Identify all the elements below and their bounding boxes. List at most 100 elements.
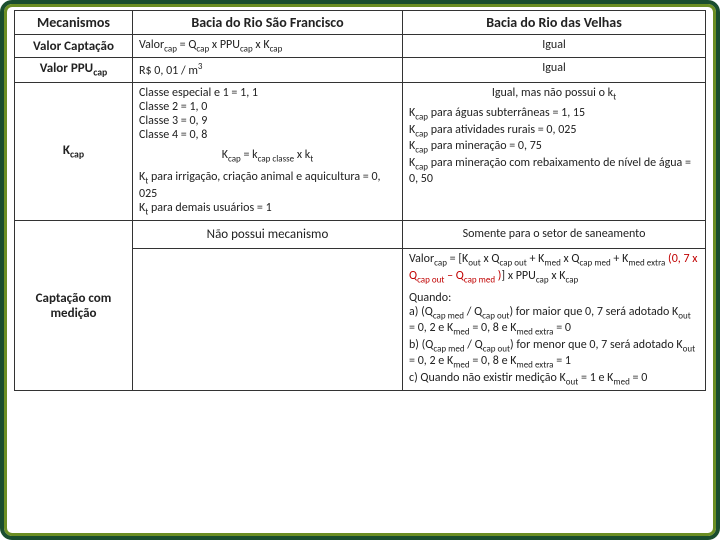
txt: = 1 e K <box>578 371 613 385</box>
velhas-formula: Valorcap = [Kout x Qcap out + Kmed x Qca… <box>409 252 699 285</box>
txt: ) for maior que 0, 7 será adotado K <box>509 305 678 319</box>
sub: cap <box>228 153 241 164</box>
sub: cap <box>415 128 428 139</box>
txt: para mineração = 0, 75 <box>428 139 542 153</box>
quando: Quando: <box>409 291 699 305</box>
sub: med <box>544 258 560 269</box>
sub: cap <box>240 43 253 54</box>
sf-valor-captacao: Valorcap = Qcap x PPUcap x Kcap <box>133 35 403 58</box>
txt: b) (Q <box>409 338 433 352</box>
sub: cap <box>196 43 209 54</box>
row-valor-captacao: Valor Captação Valorcap = Qcap x PPUcap … <box>15 35 706 58</box>
velhas-captacao-med: Valorcap = [Kout x Qcap out + Kmed x Qca… <box>403 249 706 391</box>
txt: x k <box>294 148 310 162</box>
vline1: Kcap para águas subterrâneas = 1, 15 <box>409 106 699 122</box>
txt: K <box>63 143 70 158</box>
sub: cap med <box>464 274 495 285</box>
comparison-table: Mecanismos Bacia do Rio São Francisco Ba… <box>14 10 706 391</box>
sub: out <box>468 258 481 269</box>
txt: Igual, mas não possui o k <box>492 86 613 100</box>
txt: = 0, 8 e K <box>470 354 517 368</box>
sub: cap <box>415 161 428 172</box>
sub: cap med <box>580 258 611 269</box>
txt: para irrigação, criação animal e aquicul… <box>139 170 381 200</box>
line: Classe 4 = 0, 8 <box>139 128 396 142</box>
header-velhas: Bacia do Rio das Velhas <box>403 11 706 35</box>
label-valor-ppu: Valor PPUcap <box>15 58 133 83</box>
sub: cap <box>434 258 447 269</box>
txt: + K <box>611 252 629 266</box>
sub: cap med <box>433 310 464 321</box>
sf-captacao-med-empty <box>133 249 403 391</box>
txt: Valor <box>139 38 164 52</box>
sub: cap out <box>483 343 510 354</box>
sub: out <box>678 310 691 321</box>
sub: med extra <box>628 258 665 269</box>
label-kcap: Kcap <box>15 82 133 220</box>
cond-b: b) (Qcap med / Qcap out) for menor que 0… <box>409 338 699 371</box>
txt: para águas subterrâneas = 1, 15 <box>428 106 585 120</box>
sub: med <box>453 360 469 371</box>
txt: x PPU <box>209 38 240 52</box>
txt: = k <box>241 148 258 162</box>
sf-kcap: Classe especial e 1 = 1, 1 Classe 2 = 1,… <box>133 82 403 220</box>
header-row: Mecanismos Bacia do Rio São Francisco Ba… <box>15 11 706 35</box>
sub: cap out <box>499 258 526 269</box>
sub: cap <box>270 43 283 54</box>
txt: ] x PPU <box>501 269 535 283</box>
row-kcap: Kcap Classe especial e 1 = 1, 1 Classe 2… <box>15 82 706 220</box>
vline4: Kcap para mineração com rebaixamento de … <box>409 156 699 186</box>
sub: cap out <box>482 310 509 321</box>
sub: out <box>566 376 579 387</box>
txt: R$ 0, 01 / m <box>139 64 198 78</box>
txt: + K <box>527 252 545 266</box>
line: Classe 3 = 0, 9 <box>139 114 396 128</box>
row-valor-ppu: Valor PPUcap R$ 0, 01 / m3 Igual <box>15 58 706 83</box>
txt: para demais usuários = 1 <box>148 201 271 215</box>
sub: cap out <box>417 274 444 285</box>
cond-a: a) (Qcap med / Qcap out) for maior que 0… <box>409 305 699 338</box>
txt: = [K <box>447 252 468 266</box>
sub: med extra <box>517 360 554 371</box>
txt: = 0, 2 e K <box>409 321 453 335</box>
sub: cap <box>164 43 177 54</box>
txt: / Q <box>465 338 483 352</box>
txt: Valor PPU <box>40 61 93 76</box>
sub: cap <box>565 274 578 285</box>
sub: t <box>310 153 313 164</box>
txt: = 0 <box>554 321 571 335</box>
row-nao-possui: Captação com medição Não possui mecanism… <box>15 221 706 249</box>
sup: 3 <box>198 61 203 72</box>
velhas-valor-captacao: Igual <box>403 35 706 58</box>
txt: ) for menor que 0, 7 será adotado K <box>510 338 683 352</box>
kcap-formula: Kcap = kcap classe x kt <box>139 148 396 164</box>
cond-c: c) Quando não existir medição Kout = 1 e… <box>409 371 699 387</box>
header-mecanismos: Mecanismos <box>15 11 133 35</box>
sub: cap classe <box>258 153 295 164</box>
sub: med <box>613 376 629 387</box>
header-sao-francisco: Bacia do Rio São Francisco <box>133 11 403 35</box>
velhas-valor-ppu: Igual <box>403 58 706 83</box>
sub: cap <box>415 112 428 123</box>
kt-line2: Kt para demais usuários = 1 <box>139 201 396 217</box>
sub: cap med <box>433 343 464 354</box>
sub: cap <box>536 274 549 285</box>
txt: – Q <box>444 269 463 283</box>
label-valor-captacao: Valor Captação <box>15 35 133 58</box>
line: Classe 2 = 1, 0 <box>139 100 396 114</box>
txt: = 1 <box>554 354 571 368</box>
sub: cap <box>415 145 428 156</box>
vline3: Kcap para mineração = 0, 75 <box>409 139 699 155</box>
txt: Valor <box>409 252 434 266</box>
txt: = Q <box>177 38 196 52</box>
sf-valor-ppu: R$ 0, 01 / m3 <box>133 58 403 83</box>
txt: a) (Q <box>409 305 433 319</box>
line: Classe especial e 1 = 1, 1 <box>139 86 396 100</box>
txt: para atividades rurais = 0, 025 <box>428 123 576 137</box>
txt: x K <box>549 269 566 283</box>
content-area: Mecanismos Bacia do Rio São Francisco Ba… <box>14 10 706 530</box>
txt: x K <box>253 38 270 52</box>
txt: para mineração com rebaixamento de nível… <box>409 156 691 186</box>
txt: = 0, 2 e K <box>409 354 453 368</box>
txt: x Q <box>561 252 580 266</box>
